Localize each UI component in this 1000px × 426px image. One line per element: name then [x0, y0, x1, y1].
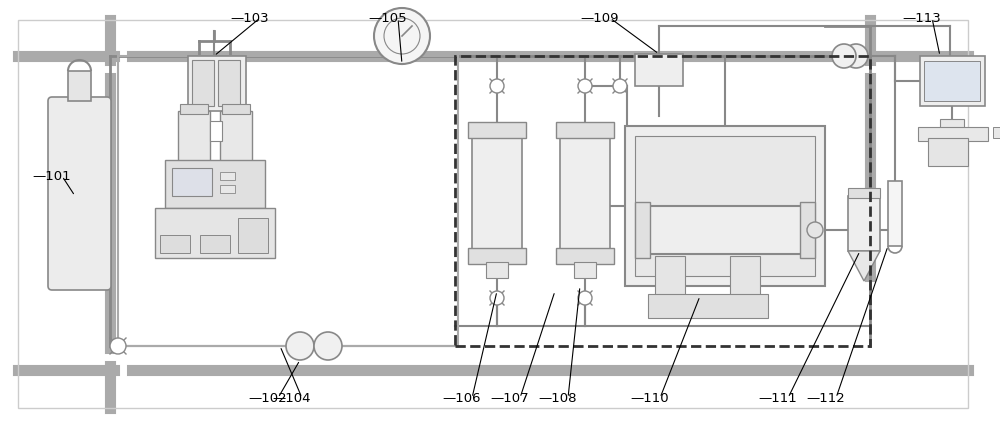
Circle shape	[844, 44, 868, 68]
Bar	[556, 248, 614, 264]
Bar	[468, 122, 526, 138]
Text: —107: —107	[490, 391, 529, 405]
Polygon shape	[848, 251, 880, 281]
Bar	[472, 131, 522, 261]
Bar	[556, 122, 614, 138]
Bar	[180, 104, 208, 114]
Bar	[165, 160, 265, 208]
Bar	[218, 60, 240, 106]
Circle shape	[286, 332, 314, 360]
Text: —112: —112	[806, 391, 845, 405]
Circle shape	[578, 291, 592, 305]
Circle shape	[807, 222, 823, 238]
Circle shape	[613, 79, 627, 93]
Bar	[210, 121, 222, 141]
Bar	[648, 294, 768, 318]
Text: —101: —101	[32, 170, 71, 182]
Bar	[993, 127, 1000, 138]
Text: —103: —103	[230, 12, 269, 25]
Bar	[68, 71, 91, 101]
Bar	[160, 235, 190, 253]
Bar	[220, 172, 235, 180]
Circle shape	[490, 79, 504, 93]
Bar	[486, 262, 508, 278]
Bar	[118, 56, 458, 346]
Bar	[918, 127, 988, 141]
Text: —108: —108	[538, 391, 576, 405]
Bar	[920, 56, 985, 106]
Bar	[200, 235, 230, 253]
Circle shape	[490, 291, 504, 305]
Bar	[625, 126, 825, 286]
Bar	[800, 202, 815, 258]
Bar	[640, 206, 805, 254]
Bar	[635, 202, 650, 258]
Text: —113: —113	[902, 12, 941, 25]
Bar	[635, 136, 815, 276]
Text: —105: —105	[368, 12, 407, 25]
Text: —109: —109	[580, 12, 618, 25]
Bar	[155, 208, 275, 258]
Bar	[178, 111, 210, 161]
Bar	[188, 56, 246, 111]
Bar	[238, 218, 268, 253]
Bar	[655, 256, 685, 296]
Bar	[888, 181, 902, 246]
Text: —102: —102	[248, 391, 287, 405]
Bar	[574, 262, 596, 278]
FancyBboxPatch shape	[48, 97, 111, 290]
Bar	[730, 256, 760, 296]
Bar	[928, 138, 968, 166]
Bar	[635, 54, 683, 86]
Text: —106: —106	[442, 391, 480, 405]
Bar	[848, 196, 880, 251]
Bar	[455, 56, 870, 346]
Bar	[222, 104, 250, 114]
Text: —104: —104	[272, 391, 310, 405]
Bar	[220, 185, 235, 193]
Circle shape	[374, 8, 430, 64]
Circle shape	[110, 338, 126, 354]
Bar	[220, 111, 252, 161]
Bar	[924, 61, 980, 101]
Circle shape	[832, 44, 856, 68]
Circle shape	[314, 332, 342, 360]
Bar	[848, 188, 880, 198]
Bar	[560, 131, 610, 261]
Text: —110: —110	[630, 391, 669, 405]
Bar	[172, 168, 212, 196]
Bar	[192, 60, 214, 106]
Bar	[468, 248, 526, 264]
Text: —111: —111	[758, 391, 797, 405]
Circle shape	[578, 79, 592, 93]
Bar	[940, 119, 964, 128]
